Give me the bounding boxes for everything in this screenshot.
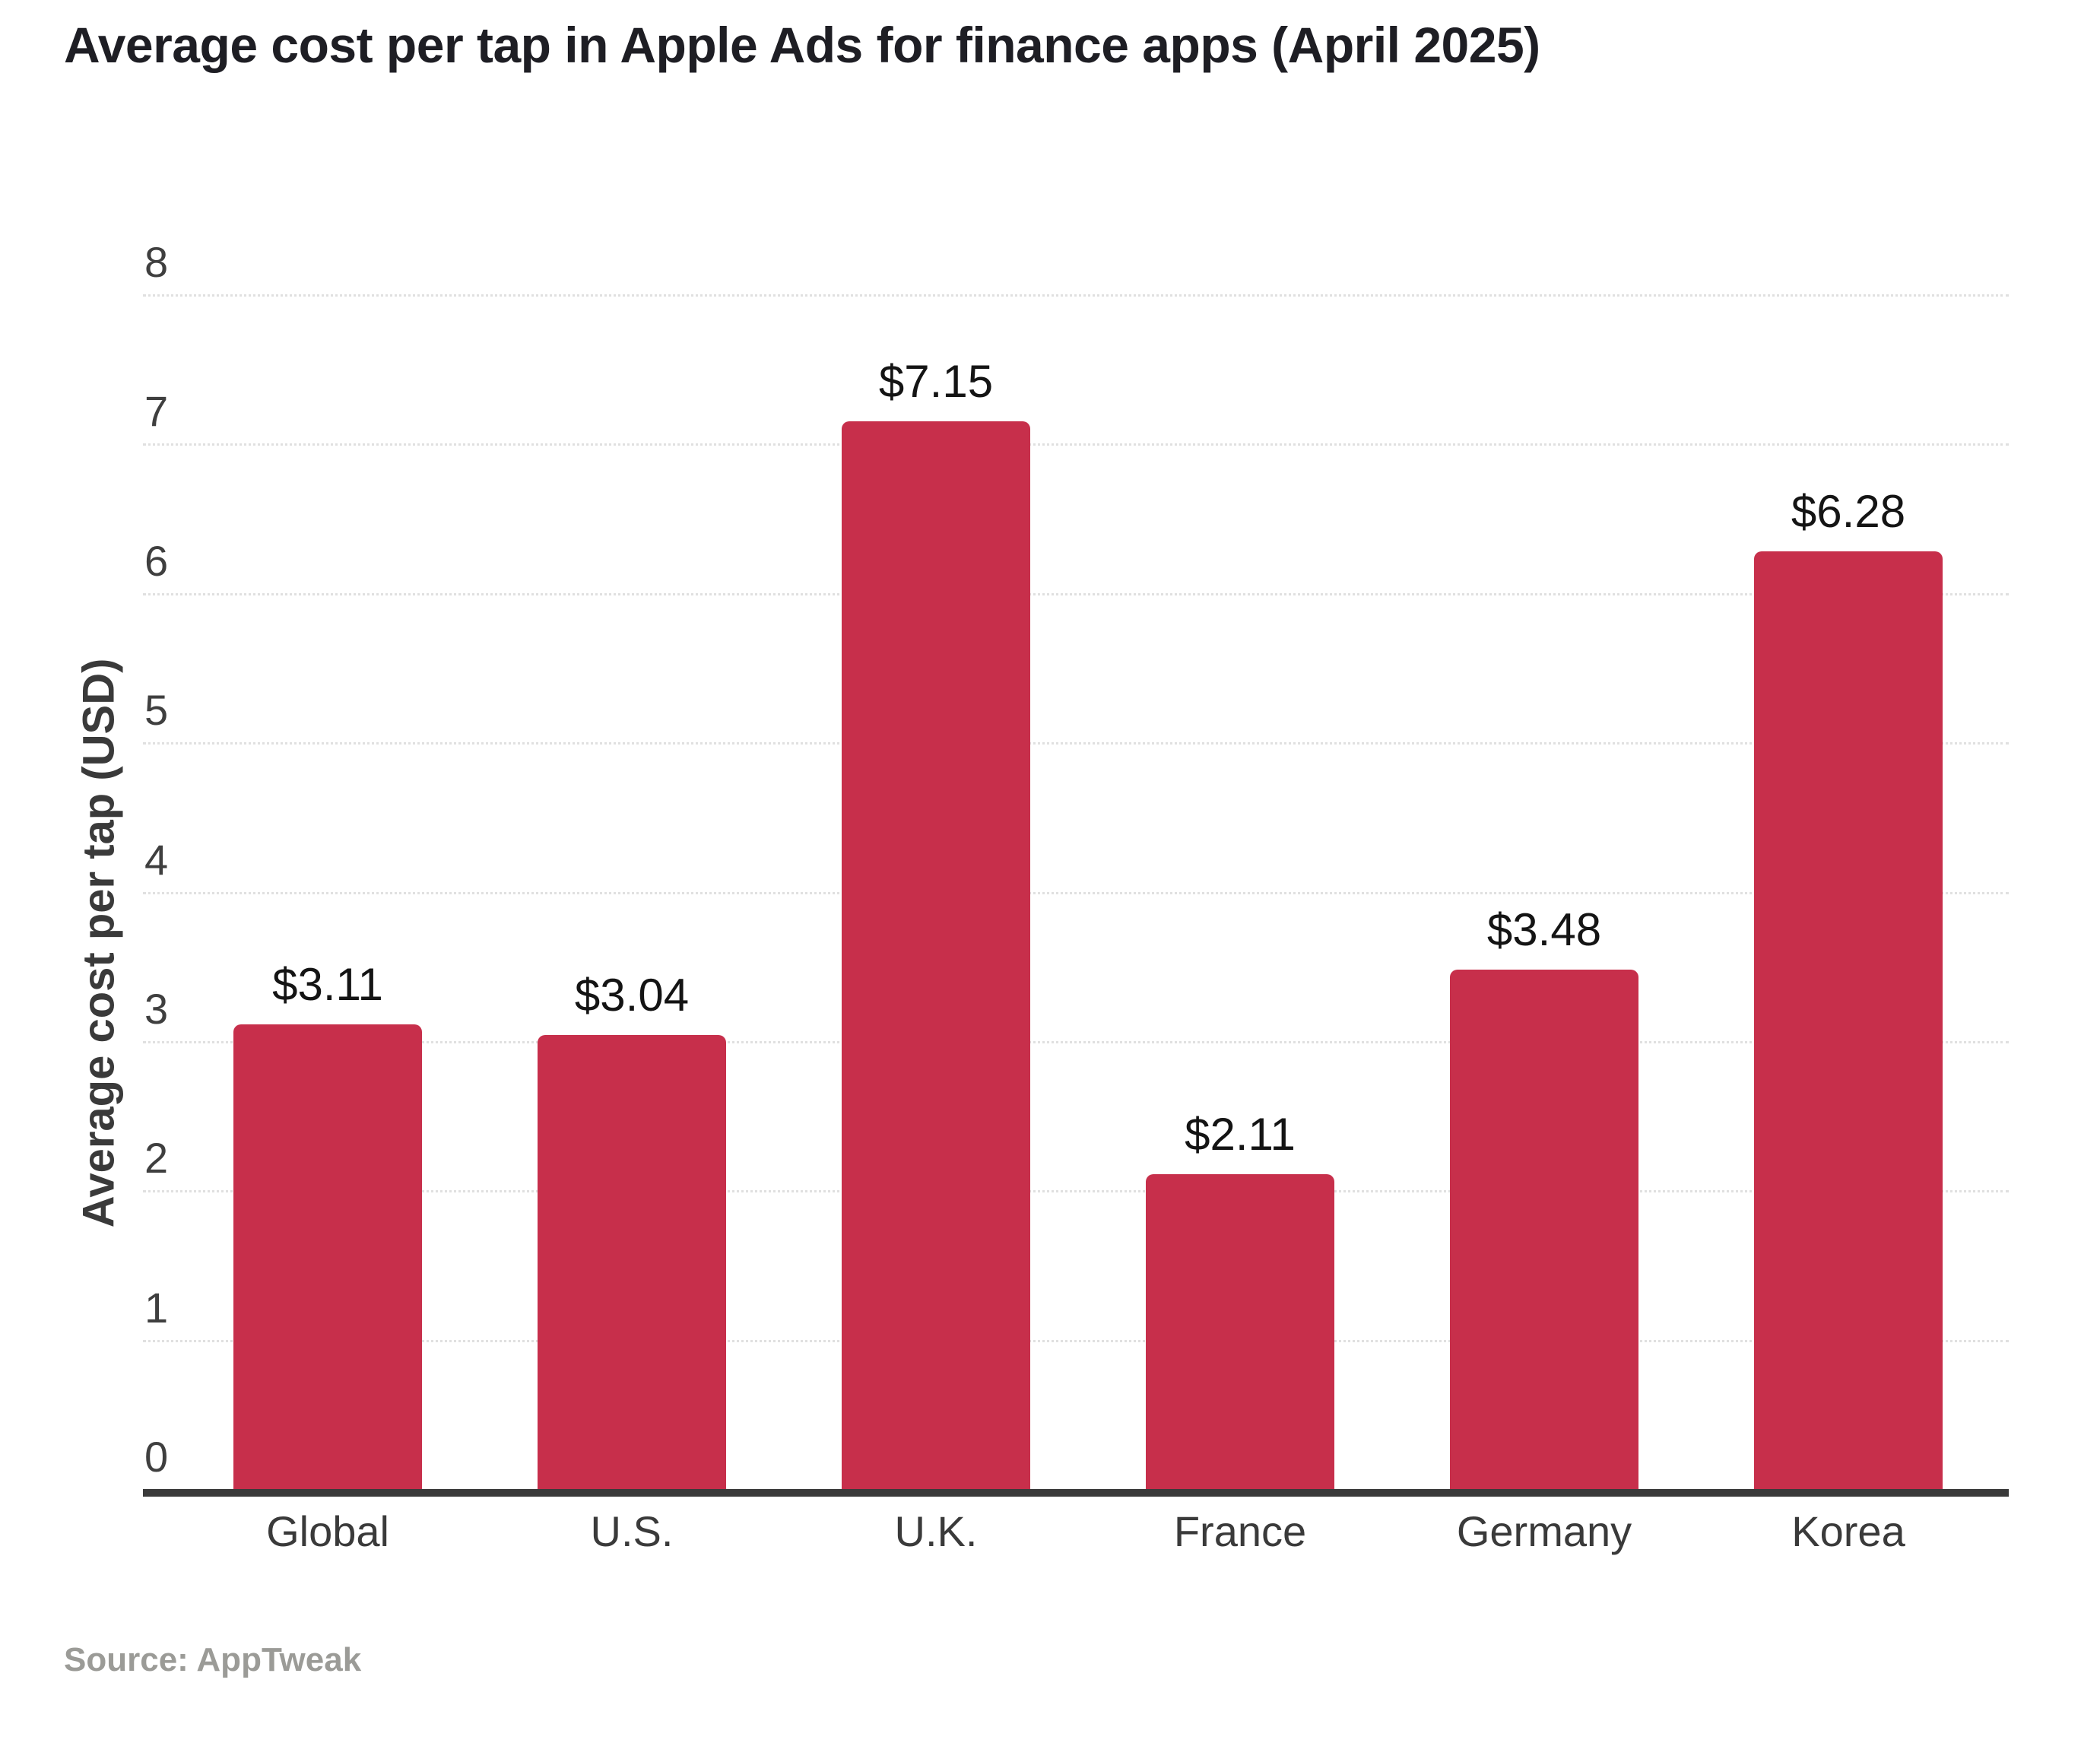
y-tick-label: 5 [144,686,169,735]
bar-france [1146,1173,1334,1489]
y-tick-label: 3 [144,984,169,1033]
source-note: Source: AppTweak [64,1641,362,1678]
bar-uk [842,421,1030,1489]
x-tick-label: Germany [1456,1507,1632,1555]
y-tick-label: 4 [144,835,169,884]
plot-area: 0 1 2 3 4 5 6 7 8 $3.11 Global $3.04 U.S. $7.15 U.K. $2… [143,241,2009,1553]
x-tick-label: Korea [1791,1507,1905,1555]
gridline [143,742,2009,745]
bar-value-label: $3.48 [1486,903,1602,955]
gridline [143,443,2009,446]
gridline [143,592,2009,595]
y-tick-label: 6 [144,536,169,585]
y-tick-label: 7 [144,387,169,436]
bar-germany [1450,969,1638,1489]
chart-title: Average cost per tap in Apple Ads for fi… [64,17,1540,73]
x-tick-label: Global [266,1507,389,1555]
bar-value-label: $3.11 [272,959,383,1011]
bar-value-label: $7.15 [878,355,994,407]
gridline [143,294,2009,297]
x-axis-line [143,1489,2009,1497]
bar-korea [1754,551,1943,1489]
gridline [143,891,2009,894]
y-tick-label: 0 [144,1433,169,1481]
x-tick-label: France [1173,1507,1307,1555]
y-axis-title: Average cost per tap (USD) [74,658,124,1228]
bar-us [538,1035,726,1489]
y-tick-label: 1 [144,1283,169,1332]
gridline [143,1339,2009,1342]
gridline [143,1040,2009,1043]
bar-value-label: $2.11 [1185,1108,1296,1160]
bar-global [233,1024,422,1489]
y-tick-label: 8 [144,238,169,286]
gridline [143,1190,2009,1193]
x-tick-label: U.S. [590,1507,674,1555]
x-tick-label: U.K. [894,1507,978,1555]
y-tick-label: 2 [144,1134,169,1183]
bar-value-label: $6.28 [1791,485,1906,537]
bar-value-label: $3.04 [574,970,690,1021]
